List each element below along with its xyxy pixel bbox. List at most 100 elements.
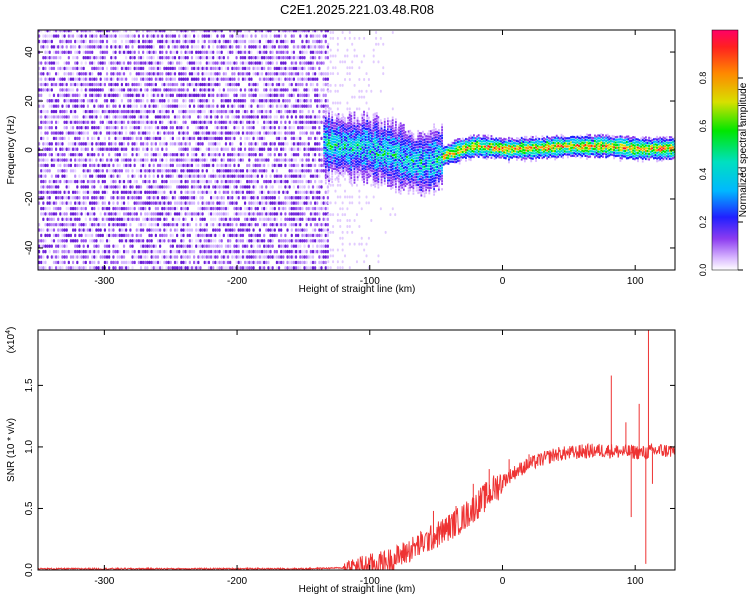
heat-cell xyxy=(184,206,187,211)
heat-cell xyxy=(84,120,87,125)
heat-cell xyxy=(122,260,126,265)
heat-cell xyxy=(305,34,308,38)
heat-cell xyxy=(246,244,249,248)
heat-cell xyxy=(316,212,319,216)
heat-cell xyxy=(353,83,356,87)
heat-cell xyxy=(222,131,225,135)
heat-cell xyxy=(258,201,262,205)
heat-cell xyxy=(84,222,87,227)
heat-cell xyxy=(178,249,181,254)
heat-cell xyxy=(84,206,87,211)
heat-cell xyxy=(305,77,308,81)
heat-cell xyxy=(176,233,179,238)
heat-cell xyxy=(122,266,126,270)
heat-cell xyxy=(108,104,111,108)
heat-cell xyxy=(176,45,179,49)
heat-cell xyxy=(309,104,312,108)
heat-cell xyxy=(241,120,245,125)
heat-cell xyxy=(203,228,206,232)
heat-cell xyxy=(54,190,58,195)
heat-cell xyxy=(91,190,94,195)
heat-cell xyxy=(108,244,111,248)
heat-cell xyxy=(263,126,266,130)
heat-cell xyxy=(112,222,115,227)
heat-cell xyxy=(280,82,283,87)
heat-cell xyxy=(322,222,325,227)
heat-cell xyxy=(148,109,151,114)
heat-cell xyxy=(197,228,200,232)
heat-cell xyxy=(186,228,189,232)
heat-cell xyxy=(46,34,49,38)
heat-cell xyxy=(105,131,109,135)
heat-cell xyxy=(114,266,117,270)
heat-cell xyxy=(271,142,274,146)
heat-cell xyxy=(218,82,221,87)
heat-cell xyxy=(305,99,308,103)
heat-cell xyxy=(254,142,257,146)
heat-cell xyxy=(205,179,208,184)
heat-cell xyxy=(133,217,136,221)
heat-cell xyxy=(97,206,100,211)
heat-cell xyxy=(301,115,304,119)
heat-cell xyxy=(277,109,281,114)
heat-cell xyxy=(150,109,153,114)
heat-cell xyxy=(52,34,56,38)
heat-cell xyxy=(176,217,179,221)
heat-cell xyxy=(74,174,77,178)
heat-cell xyxy=(76,55,79,60)
heat-cell xyxy=(282,142,285,146)
heat-cell xyxy=(82,115,85,119)
heat-cell xyxy=(250,50,253,54)
heat-cell xyxy=(44,266,47,270)
heat-cell xyxy=(88,201,92,205)
heat-cell xyxy=(80,222,83,227)
heat-cell xyxy=(63,179,66,184)
heat-cell xyxy=(125,147,128,151)
heat-cell xyxy=(314,163,317,168)
heat-cell xyxy=(44,30,47,33)
heat-cell xyxy=(201,88,204,92)
heat-cell xyxy=(329,266,332,270)
heat-cell xyxy=(209,206,213,211)
heat-cell xyxy=(243,255,247,259)
heat-cell xyxy=(84,126,87,130)
heat-cell xyxy=(188,190,191,195)
heat-cell xyxy=(226,66,230,71)
heat-cell xyxy=(243,61,247,65)
heat-cell xyxy=(212,228,215,232)
heat-cell xyxy=(42,228,45,232)
heat-cell xyxy=(139,61,143,65)
heat-cell xyxy=(294,66,298,71)
heat-cell xyxy=(184,212,187,216)
heat-cell xyxy=(258,147,262,151)
heat-cell xyxy=(260,34,264,38)
heat-cell xyxy=(139,255,143,259)
heat-cell xyxy=(80,82,83,87)
heat-cell xyxy=(235,109,238,114)
heat-cell xyxy=(82,196,85,200)
heat-cell xyxy=(286,39,289,44)
heat-cell xyxy=(78,39,81,44)
heat-cell xyxy=(71,206,75,211)
heat-cell xyxy=(231,34,234,38)
heat-cell xyxy=(305,142,308,146)
heat-cell xyxy=(222,61,225,65)
heat-cell xyxy=(277,152,281,157)
heat-cell xyxy=(254,88,257,92)
heat-cell xyxy=(84,163,87,168)
heat-cell xyxy=(329,201,332,205)
heat-cell xyxy=(74,212,77,216)
heat-cell xyxy=(339,101,342,105)
heat-cell xyxy=(120,196,124,200)
heat-cell xyxy=(269,147,272,151)
heat-cell xyxy=(48,99,51,103)
heat-cell xyxy=(91,115,94,119)
heat-cell xyxy=(142,34,145,38)
heat-cell xyxy=(84,255,87,259)
heat-cell xyxy=(205,201,208,205)
heat-cell xyxy=(169,233,172,238)
heat-cell xyxy=(314,212,317,216)
heat-cell xyxy=(50,190,53,195)
heat-cell xyxy=(95,45,98,49)
heat-cell xyxy=(273,34,276,38)
